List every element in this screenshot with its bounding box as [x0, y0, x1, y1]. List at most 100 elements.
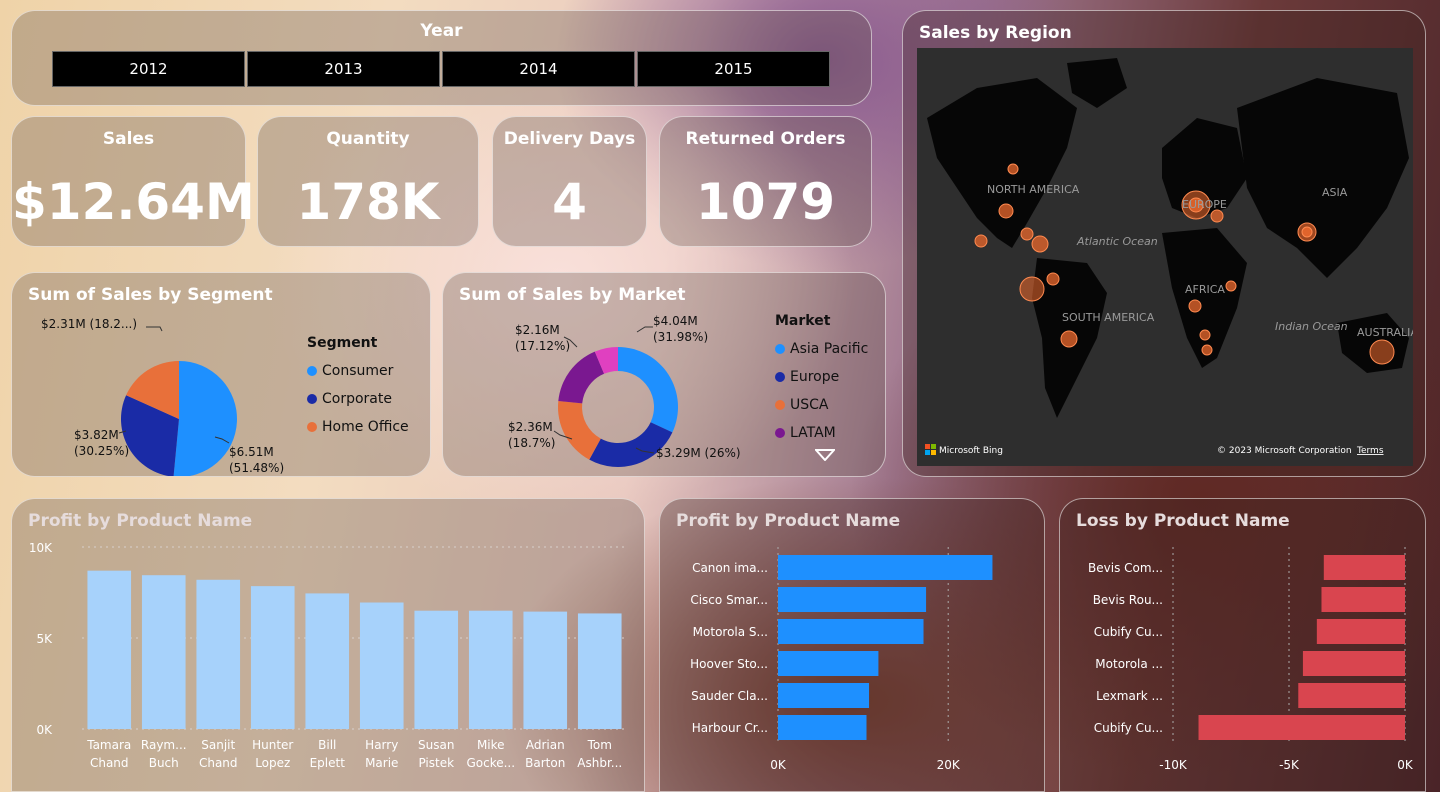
kpi-returned-orders-value: 1079: [695, 173, 836, 231]
segment-slice-consumer[interactable]: [173, 361, 237, 476]
continent-africa: [1162, 228, 1247, 368]
market-legend-usca[interactable]: USCA: [775, 391, 868, 419]
market-slice-latam[interactable]: [558, 351, 605, 404]
year-button-2013[interactable]: 2013: [247, 51, 440, 87]
profit-horizontal-title: Profit by Product Name: [676, 511, 901, 531]
bubble-south-america: [1060, 330, 1078, 348]
bar-canon-ima[interactable]: [778, 555, 993, 580]
kpi-returned-orders-card: Returned Orders 1079: [659, 116, 872, 247]
map-label-south-america: SOUTH AMERICA: [1062, 311, 1155, 324]
bar-raym-buch[interactable]: [141, 575, 186, 729]
x-tick-label: 0K: [770, 758, 787, 772]
y-tick-label: Sauder Cla...: [691, 689, 768, 703]
bing-logo: Microsoft Bing: [925, 444, 1003, 456]
y-tick-label: Cisco Smar...: [690, 593, 768, 607]
y-tick-label: Motorola ...: [1095, 657, 1163, 671]
segment-chart-title: Sum of Sales by Segment: [28, 285, 273, 305]
market-leader-line: [635, 447, 655, 454]
bar-harbour-cr[interactable]: [778, 715, 867, 740]
kpi-quantity-card: Quantity 178K: [257, 116, 479, 247]
bar-bevis-com[interactable]: [1323, 555, 1405, 580]
market-slice-asia-pacific[interactable]: [618, 347, 678, 433]
year-slicer-title: Year: [420, 21, 463, 41]
legend-swatch: [775, 372, 785, 382]
year-button-2012[interactable]: 2012: [52, 51, 245, 87]
map-label-atlantic: Atlantic Ocean: [1076, 235, 1158, 248]
legend-swatch: [307, 394, 317, 404]
bar-harry-marie[interactable]: [359, 602, 404, 729]
segment-data-label: $3.82M (30.25%): [74, 428, 129, 458]
bar-tom-ashbr[interactable]: [577, 613, 622, 729]
segment-legend-corporate[interactable]: Corporate: [307, 385, 409, 413]
segment-leader-line: [118, 430, 127, 434]
x-tick-label: Bill Eplett: [310, 738, 346, 770]
legend-scroll-down-icon[interactable]: [815, 449, 835, 461]
kpi-quantity-value: 178K: [296, 173, 440, 231]
bubble-na-north: [1007, 163, 1019, 175]
loss-horizontal-bar-chart: -10K -5K 0K Bevis Com... Bevis Rou... Cubify …: [1088, 547, 1414, 772]
segment-slice-corporate[interactable]: [121, 395, 179, 476]
bar-susan-pistek[interactable]: [414, 610, 459, 729]
x-tick-label: Adrian Barton: [525, 738, 565, 770]
bar-sanjit-chand[interactable]: [196, 579, 241, 729]
continent-north-america: [927, 78, 1077, 248]
bar-bevis-rou[interactable]: [1321, 587, 1405, 612]
legend-label: Europe: [790, 369, 840, 385]
map-labels: NORTH AMERICA EUROPE ASIA Atlantic Ocean…: [987, 183, 1413, 339]
x-tick-label: Harry Marie: [365, 738, 398, 770]
bar-mike-gocke[interactable]: [468, 610, 513, 729]
legend-swatch: [775, 428, 785, 438]
legend-swatch: [775, 400, 785, 410]
market-legend-europe[interactable]: Europe: [775, 363, 868, 391]
x-tick-label: Tom Ashbr...: [577, 738, 622, 770]
segment-slice-home-office[interactable]: [126, 361, 179, 419]
kpi-sales-card: Sales $12.64M: [11, 116, 255, 247]
bar-hunter-lopez[interactable]: [250, 586, 295, 729]
world-map[interactable]: NORTH AMERICA EUROPE ASIA Atlantic Ocean…: [917, 48, 1413, 466]
legend-label: Home Office: [322, 419, 409, 435]
y-tick-label: Harbour Cr...: [692, 721, 768, 735]
map-terms-link[interactable]: Terms: [1356, 446, 1384, 456]
profit-by-product-vertical-card: Profit by Product Name 0K 5K 10K Tamara Chan…: [11, 498, 645, 792]
bar-tamara-chand[interactable]: [87, 570, 132, 729]
bar-adrian-barton[interactable]: [523, 611, 568, 729]
bar-cubify-cu[interactable]: [1198, 715, 1405, 740]
bar-motorola[interactable]: [1302, 651, 1405, 676]
market-slice-usca[interactable]: [558, 400, 601, 460]
y-tick-label: Canon ima...: [692, 561, 768, 575]
bar-cisco-smar[interactable]: [778, 587, 927, 612]
x-tick-label: 20K: [937, 758, 961, 772]
bar-motorola-s[interactable]: [778, 619, 924, 644]
market-legend-asia-pacific[interactable]: Asia Pacific: [775, 335, 868, 363]
y-tick-label: Hoover Sto...: [690, 657, 768, 671]
market-legend-latam[interactable]: LATAM: [775, 419, 868, 447]
bar-sauder-cla[interactable]: [778, 683, 870, 708]
year-button-2015[interactable]: 2015: [637, 51, 830, 87]
bar-cubify-cu[interactable]: [1316, 619, 1405, 644]
year-button-2014[interactable]: 2014: [442, 51, 635, 87]
bubble-europe-east: [1210, 209, 1224, 223]
market-donut-chart: $4.04M (31.98%) $3.29M (26%) $2.36M (18.7%) $…: [508, 314, 741, 468]
map-title: Sales by Region: [919, 23, 1072, 43]
bar-hoover-sto[interactable]: [778, 651, 879, 676]
kpi-delivery-days-label: Delivery Days: [503, 129, 636, 149]
continent-asia: [1237, 78, 1409, 278]
x-tick-label: -10K: [1159, 758, 1188, 772]
segment-legend-home-office[interactable]: Home Office: [307, 413, 409, 441]
profit-horizontal-bar-chart: 0K 20K Canon ima... Cisco Smar... Motorola S…: [690, 547, 993, 772]
segment-data-label: $6.51M (51.48%): [229, 445, 284, 475]
market-legend: Market Asia Pacific Europe USCA LATAM: [775, 313, 868, 447]
market-slice-europe[interactable]: [589, 422, 673, 468]
y-tick-label: Motorola S...: [693, 625, 768, 639]
x-tick-label: Tamara Chand: [86, 738, 131, 770]
legend-swatch: [775, 344, 785, 354]
bar-bill-eplett[interactable]: [305, 593, 350, 729]
segment-legend-consumer[interactable]: Consumer: [307, 357, 409, 385]
x-tick-label: Susan Pistek: [418, 738, 454, 770]
market-slice-other[interactable]: [594, 347, 618, 374]
bar-lexmark[interactable]: [1298, 683, 1405, 708]
bubble-africa-central: [1199, 329, 1211, 341]
x-tick-label: -5K: [1279, 758, 1300, 772]
segment-pie-chart: $6.51M (51.48%) $3.82M (30.25%) $2.31M (18.2…: [41, 317, 284, 476]
continent-europe: [1162, 118, 1247, 218]
